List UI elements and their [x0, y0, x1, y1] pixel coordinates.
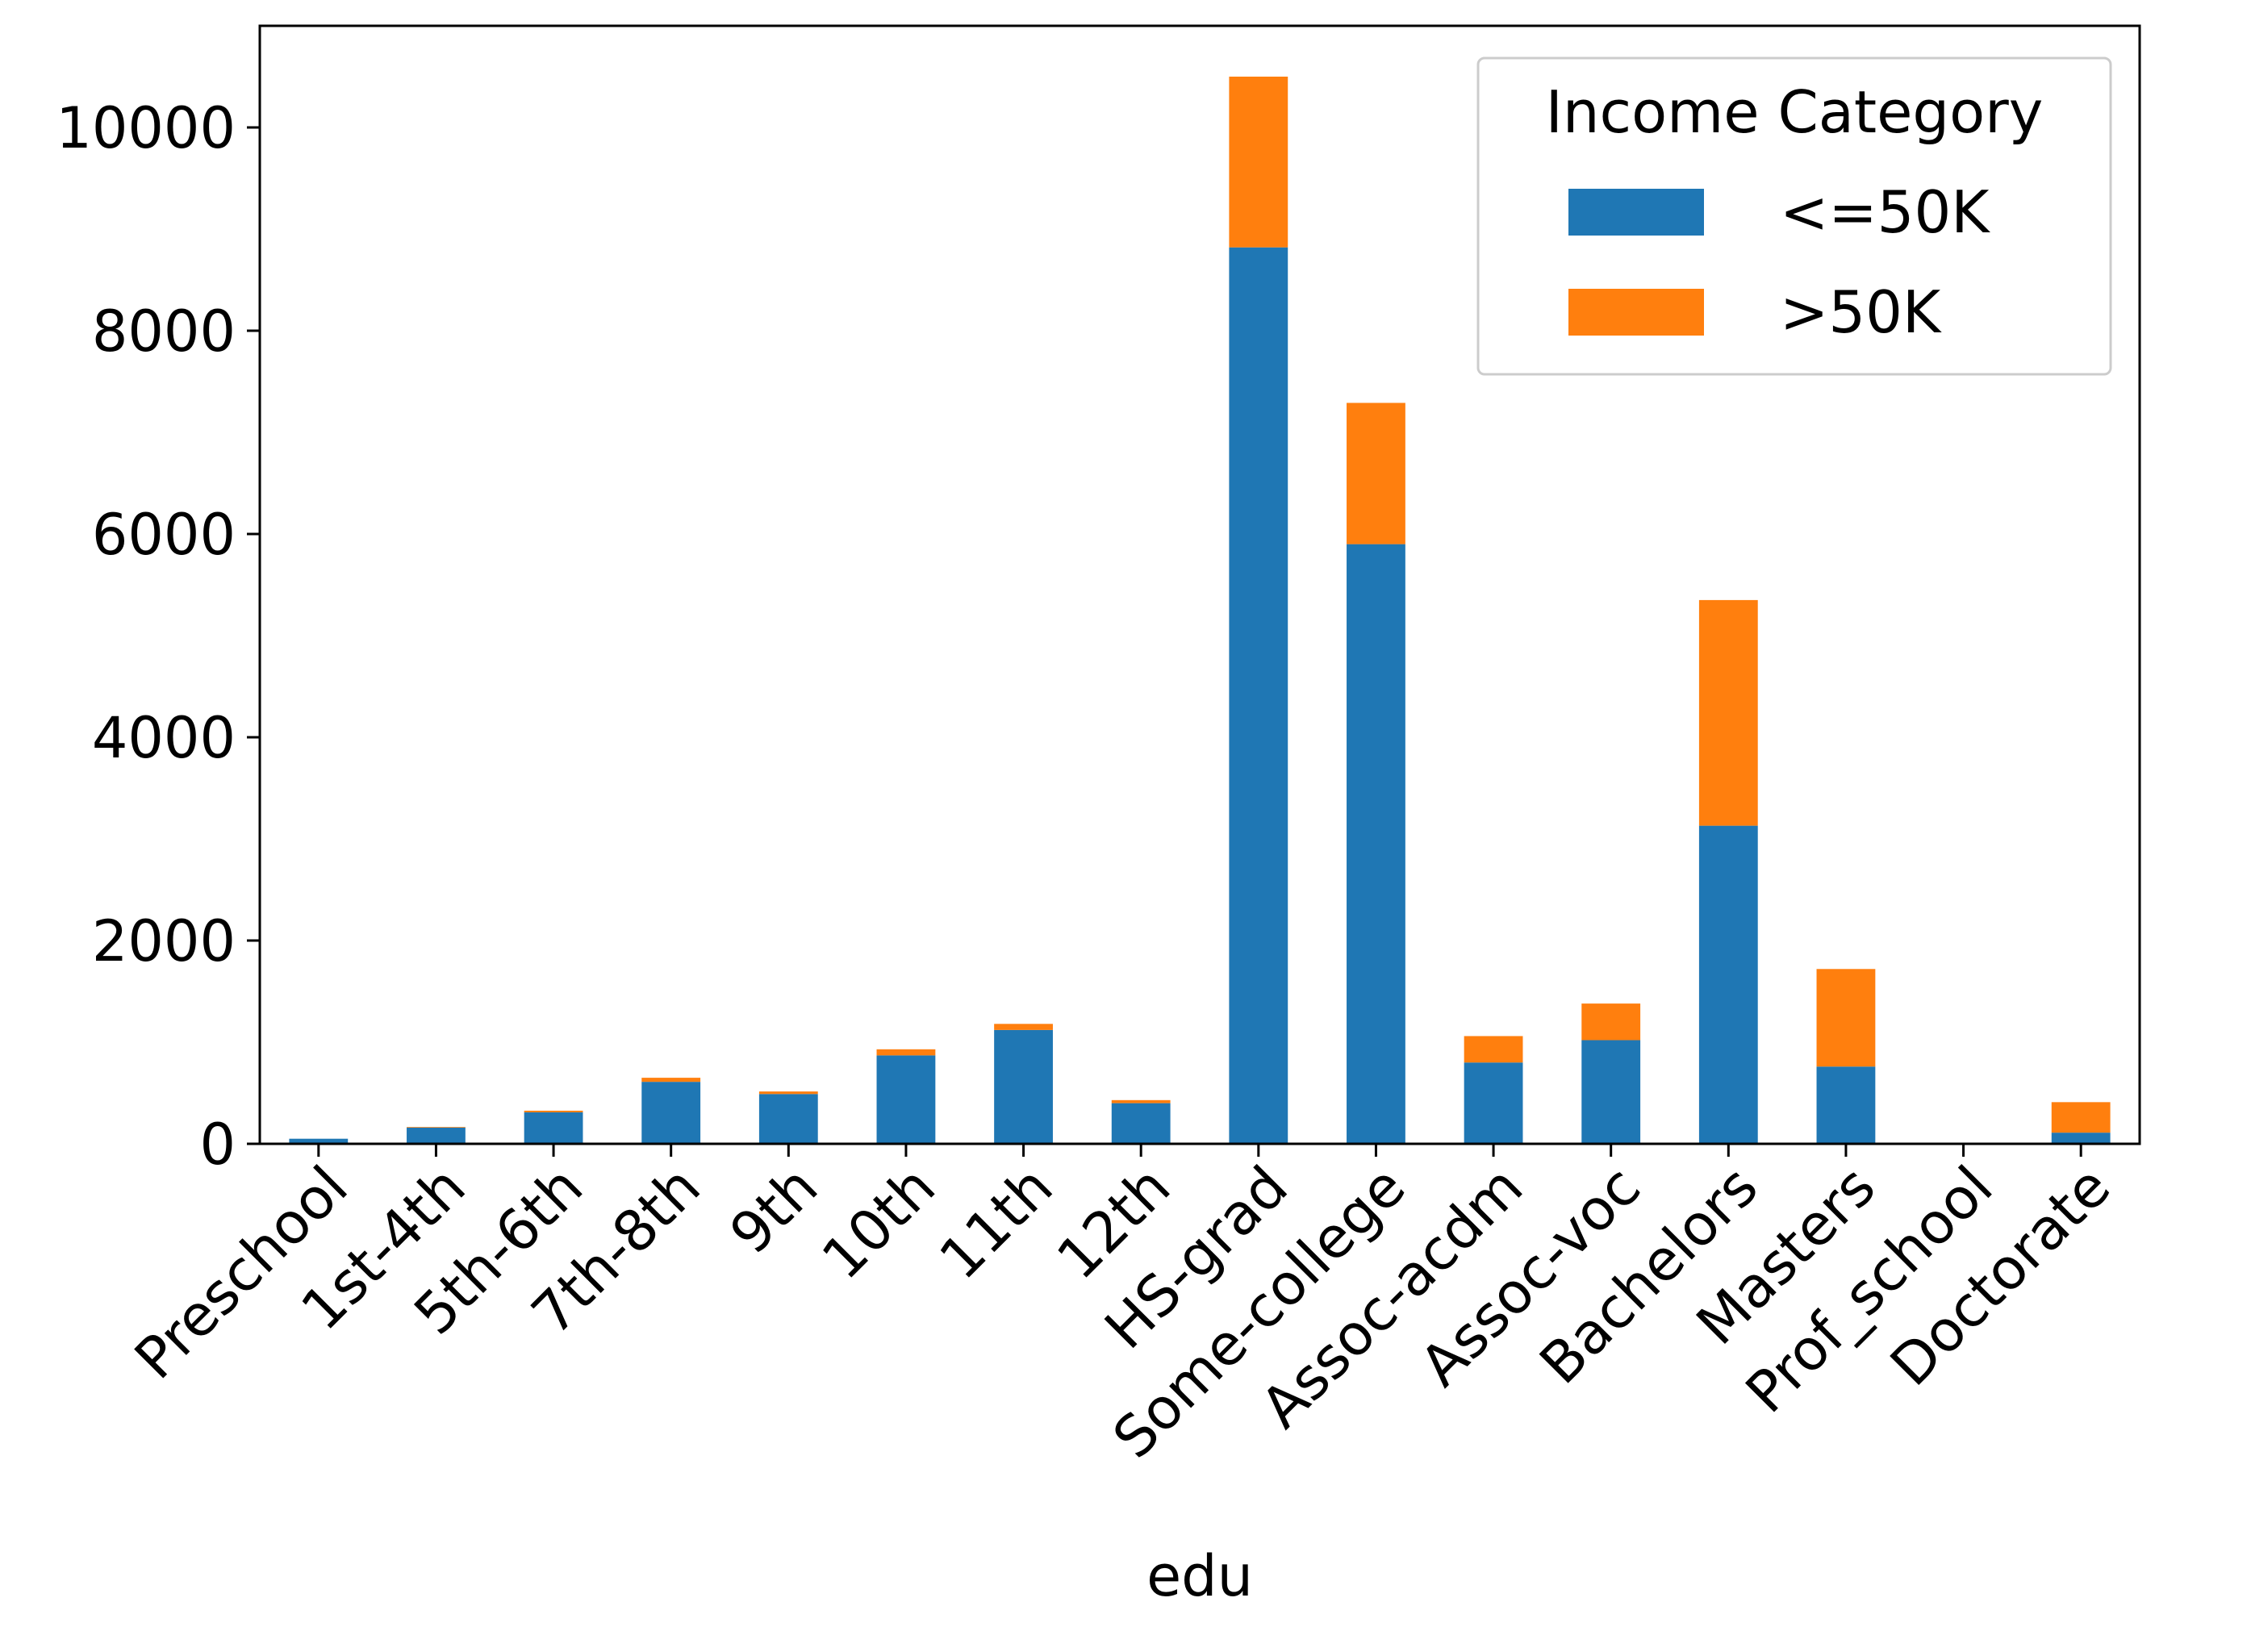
plot-area — [289, 77, 2111, 1145]
bar-le50k-15 — [2051, 1133, 2111, 1144]
legend-label: >50K — [1780, 278, 1942, 346]
y-tick-label: 10000 — [56, 95, 236, 161]
bar-le50k-4 — [758, 1094, 818, 1144]
bar-gt50k-6 — [994, 1024, 1053, 1030]
legend: Income Category <=50K >50K — [1476, 56, 2112, 376]
bar-gt50k-4 — [758, 1091, 818, 1095]
bar-le50k-6 — [994, 1029, 1053, 1144]
legend-swatch — [1568, 189, 1704, 236]
bar-le50k-11 — [1581, 1040, 1641, 1144]
bar-le50k-13 — [1816, 1066, 1876, 1144]
legend-label: <=50K — [1780, 178, 1990, 246]
bar-le50k-3 — [641, 1082, 701, 1144]
y-tick-label: 2000 — [92, 908, 236, 974]
bar-le50k-12 — [1698, 825, 1758, 1144]
y-tick-label: 0 — [199, 1112, 236, 1178]
bar-gt50k-7 — [1111, 1099, 1171, 1103]
bar-le50k-7 — [1111, 1103, 1171, 1144]
bar-gt50k-2 — [524, 1110, 583, 1112]
bar-gt50k-5 — [876, 1049, 936, 1056]
bar-gt50k-15 — [2051, 1102, 2111, 1133]
bar-le50k-5 — [876, 1055, 936, 1144]
y-tick-label: 4000 — [92, 705, 236, 771]
bar-gt50k-3 — [641, 1078, 701, 1083]
bar-gt50k-8 — [1229, 77, 1288, 248]
bar-le50k-0 — [289, 1138, 349, 1144]
bar-le50k-2 — [524, 1112, 583, 1144]
bar-le50k-10 — [1464, 1062, 1523, 1144]
bar-le50k-9 — [1347, 544, 1405, 1144]
y-tick-label: 8000 — [92, 298, 236, 365]
legend-swatch — [1568, 289, 1704, 336]
plot-frame — [258, 24, 2141, 1145]
bar-gt50k-11 — [1581, 1003, 1641, 1041]
x-tick-label: 10th — [809, 1153, 948, 1292]
legend-title: Income Category — [1546, 78, 2044, 146]
y-tick-label: 6000 — [92, 502, 236, 568]
bar-gt50k-13 — [1816, 969, 1876, 1067]
bar-le50k-1 — [407, 1127, 466, 1144]
bar-gt50k-1 — [407, 1127, 466, 1128]
x-axis-title: edu — [1146, 1543, 1253, 1609]
bar-gt50k-9 — [1347, 403, 1405, 544]
bar-gt50k-12 — [1698, 599, 1758, 826]
bar-le50k-8 — [1229, 247, 1288, 1145]
y-axis: 0 2000 4000 6000 8000 10000 — [56, 95, 260, 1178]
legend-items: <=50K >50K — [1568, 178, 1990, 346]
x-tick-label: 11th — [927, 1153, 1066, 1292]
bar-gt50k-10 — [1464, 1036, 1523, 1063]
